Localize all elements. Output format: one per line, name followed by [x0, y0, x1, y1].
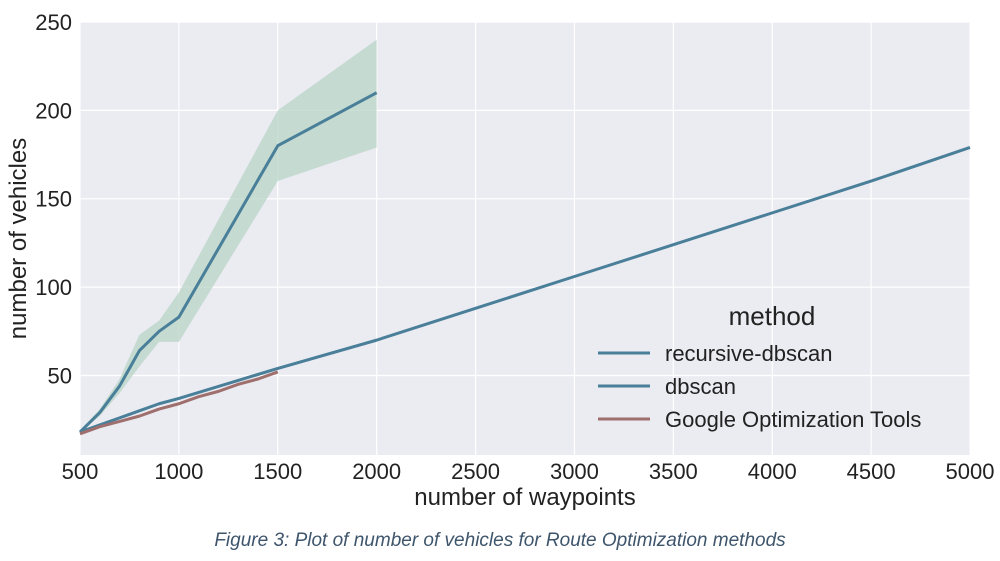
y-tick-label: 250	[35, 10, 72, 35]
y-axis-label: number of vehicles	[5, 138, 32, 339]
line-chart: 500 1000 1500 2000 2500 3000 3500 4000 4500 5000 …	[5, 10, 995, 511]
confidence-bands	[80, 39, 377, 433]
legend: method recursive-dbscan dbscan Google Opti…	[598, 301, 921, 432]
x-tick-label: 5000	[946, 459, 995, 484]
legend-label: dbscan	[665, 374, 736, 399]
confidence-band	[80, 39, 377, 433]
x-tick-label: 4000	[748, 459, 797, 484]
y-tick-label: 100	[35, 275, 72, 300]
y-tick-label: 150	[35, 187, 72, 212]
y-tick-labels: 50 100 150 200 250	[35, 10, 72, 388]
x-tick-label: 3500	[649, 459, 698, 484]
x-axis-label: number of waypoints	[414, 484, 635, 511]
legend-label: Google Optimization Tools	[665, 407, 921, 432]
y-tick-label: 50	[48, 363, 72, 388]
series-line	[78, 91, 378, 434]
x-tick-label: 4500	[847, 459, 896, 484]
legend-items: recursive-dbscan dbscan Google Optimizatio…	[598, 341, 921, 432]
x-tick-label: 500	[62, 459, 99, 484]
x-tick-label: 1500	[253, 459, 302, 484]
x-tick-label: 1000	[154, 459, 203, 484]
figure-caption: Figure 3: Plot of number of vehicles for…	[214, 530, 786, 551]
series-line	[79, 370, 279, 436]
x-tick-label: 3000	[550, 459, 599, 484]
x-tick-labels: 500 1000 1500 2000 2500 3000 3500 4000 4500 5000	[62, 459, 995, 484]
x-tick-label: 2000	[352, 459, 401, 484]
series-lines	[78, 91, 971, 436]
y-tick-label: 200	[35, 98, 72, 123]
series-line	[79, 146, 971, 434]
grid-lines	[79, 21, 971, 455]
legend-title: method	[729, 301, 816, 331]
x-tick-label: 2500	[451, 459, 500, 484]
legend-label: recursive-dbscan	[665, 341, 833, 366]
